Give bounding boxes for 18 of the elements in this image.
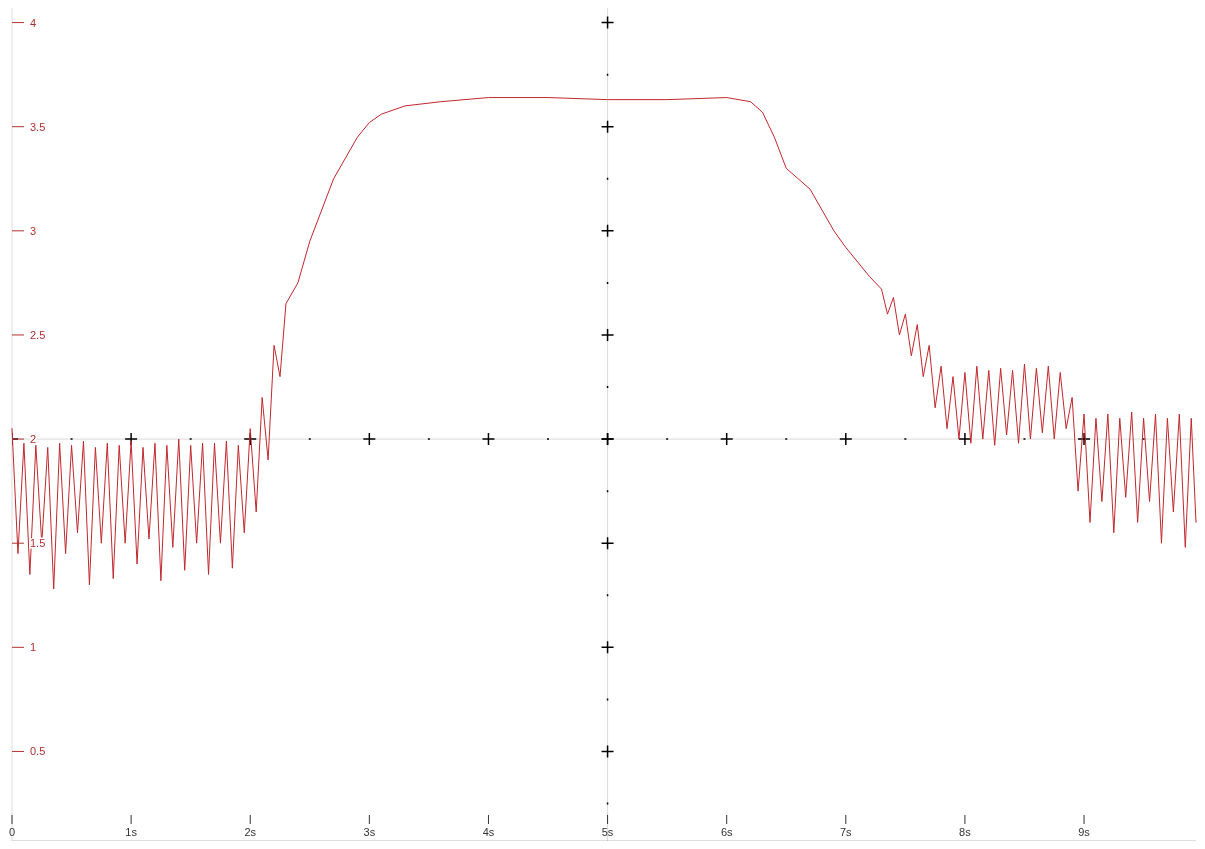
x-tick-label: 9s (1078, 826, 1091, 838)
y-tick-label: 0.5 (30, 745, 46, 758)
x-tick-label: 3s (363, 826, 376, 838)
line-series (11, 97, 1197, 590)
y-tick-label: 2 (30, 433, 37, 446)
x-tick-label: 4s (482, 826, 495, 838)
x-tick-label: 6s (720, 826, 733, 838)
y-tick-label: 3 (30, 224, 37, 237)
x-tick-label: 7s (839, 826, 853, 838)
y-tick-label: 4 (30, 16, 37, 29)
y-tick-label: 2.5 (30, 328, 46, 341)
y-tick-label: 1 (30, 641, 37, 654)
x-tick-label: 0 (8, 826, 16, 838)
x-tick-label: 5s (601, 826, 614, 838)
x-tick-label: 2s (244, 826, 257, 838)
x-tick-label: 1s (125, 826, 138, 838)
y-tick-label: 3.5 (30, 120, 46, 133)
x-tick-label: 8s (959, 826, 972, 838)
